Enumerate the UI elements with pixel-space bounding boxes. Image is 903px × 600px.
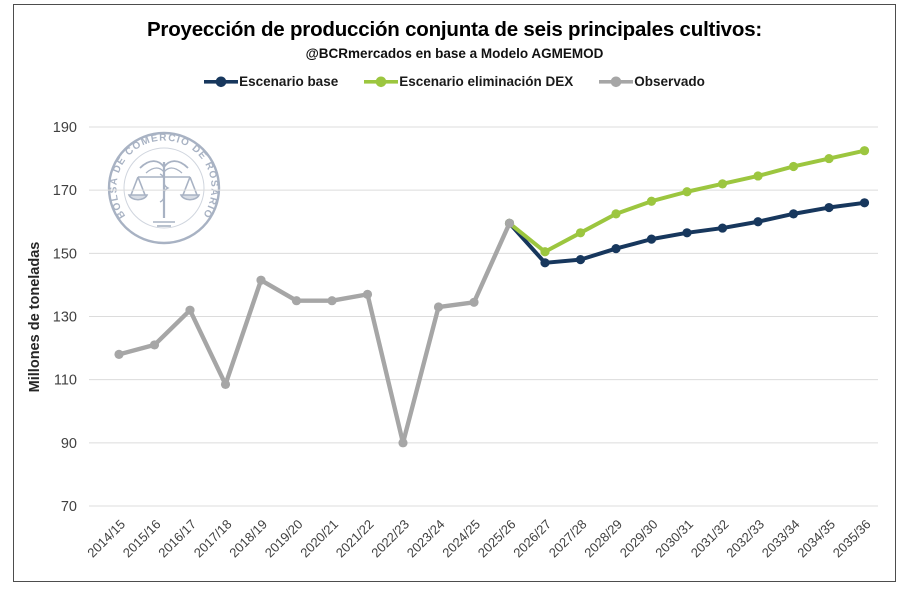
logo-outer-ring [107,131,221,245]
series-escenario-base [504,198,870,268]
legend-label: Observado [634,74,705,89]
data-point [646,196,657,206]
line-marker-icon [599,76,634,87]
data-point [114,349,124,359]
data-point [575,228,586,238]
line-marker-icon [204,76,239,87]
svg-text:70: 70 [61,499,77,515]
svg-text:150: 150 [53,246,77,262]
data-point [824,153,834,164]
data-point [753,217,763,227]
data-point [540,258,550,268]
data-point [540,247,550,257]
svg-text:2034/35: 2034/35 [794,517,838,561]
logo-inner-ring [123,147,205,229]
svg-text:2020/21: 2020/21 [297,517,341,561]
data-point [220,379,231,390]
svg-text:2017/18: 2017/18 [191,517,235,561]
legend: Escenario base Escenario eliminación DEX… [14,74,895,89]
chart-frame: BOLSA DE COMERCIO DE ROSARIO 70 90 110 130 1… [13,4,896,582]
data-point [859,146,870,156]
legend-item-escenario-eliminacion-dex: Escenario eliminación DEX [364,74,573,89]
chart-subtitle: @BCRmercados en base a Modelo AGMEMOD [305,46,604,61]
gridlines [89,126,878,507]
y-axis-title: Millones de toneladas [27,242,43,393]
svg-text:2022/23: 2022/23 [368,517,412,561]
x-axis-tick-labels: 2014/152015/162016/172017/182018/192019/… [84,517,873,561]
data-point [682,228,692,238]
data-point [717,179,728,189]
svg-text:2021/22: 2021/22 [333,517,377,561]
data-point [753,171,763,181]
data-point [433,302,444,312]
logo-pedestal [153,221,175,227]
data-point [327,296,337,306]
svg-text:2027/28: 2027/28 [546,517,590,561]
legend-item-escenario-base: Escenario base [204,74,338,89]
chart-title: Proyección de producción conjunta de sei… [146,18,763,41]
line-marker-icon [364,76,399,87]
svg-text:2023/24: 2023/24 [404,517,448,561]
svg-text:2028/29: 2028/29 [581,517,625,561]
series-observado [114,218,515,448]
data-point [469,297,479,307]
data-point [256,275,266,285]
legend-label: Escenario eliminación DEX [399,74,574,89]
data-point [646,234,657,244]
plot-area: 70 90 110 130 150 170 190 2014/152015/162016/17… [27,120,878,561]
bcr-logo-watermark: BOLSA DE COMERCIO DE ROSARIO [107,131,221,245]
caduceus-icon [139,160,189,218]
svg-text:2029/30: 2029/30 [617,517,661,561]
data-point [788,209,799,219]
svg-text:170: 170 [53,183,77,199]
svg-text:2025/26: 2025/26 [475,517,519,561]
data-point [611,209,621,219]
svg-text:2018/19: 2018/19 [226,517,270,561]
data-point [682,187,692,197]
svg-text:2031/32: 2031/32 [688,517,732,561]
series-escenario-eliminaci-n-dex [504,146,870,257]
data-point [611,243,621,254]
svg-text:2015/16: 2015/16 [120,517,164,561]
svg-text:190: 190 [53,120,77,136]
data-point [291,296,302,306]
svg-text:2035/36: 2035/36 [830,517,874,561]
svg-text:2030/31: 2030/31 [652,517,696,561]
data-point [504,218,515,228]
data-point [398,438,408,448]
svg-text:2024/25: 2024/25 [439,517,483,561]
data-point [575,255,586,265]
svg-text:90: 90 [61,436,77,452]
svg-text:2019/20: 2019/20 [262,517,306,561]
svg-text:2032/33: 2032/33 [723,517,767,561]
data-point [788,161,799,172]
data-point [859,198,870,208]
svg-text:2014/15: 2014/15 [84,517,128,561]
svg-text:110: 110 [54,373,77,389]
svg-text:2016/17: 2016/17 [155,517,199,561]
data-point [185,305,195,315]
legend-label: Escenario base [239,74,339,89]
legend-item-observado: Observado [599,74,705,89]
svg-text:2033/34: 2033/34 [759,517,803,561]
data-point [824,202,834,213]
svg-text:2026/27: 2026/27 [510,517,554,561]
scales-icon [127,176,201,201]
y-axis-tick-labels: 70 90 110 130 150 170 190 [53,120,77,515]
svg-text:130: 130 [53,310,77,326]
data-point [149,340,160,350]
data-point [717,223,728,233]
data-point [362,289,373,299]
